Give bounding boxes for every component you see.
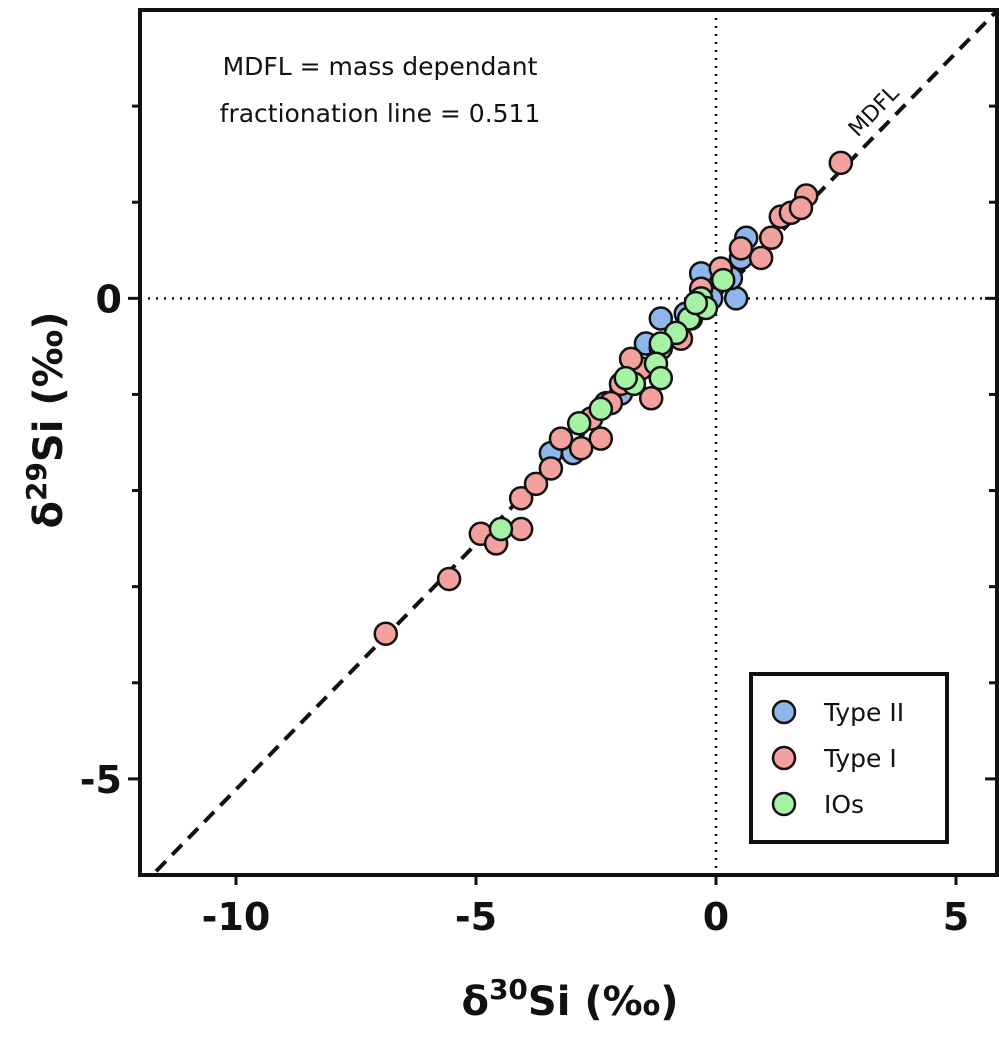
point bbox=[648, 331, 674, 356]
point bbox=[638, 386, 664, 411]
point bbox=[758, 225, 784, 251]
point bbox=[538, 456, 564, 481]
y-axis-label: δ29Si (‰) bbox=[20, 311, 72, 528]
annotation: fractionation line = 0.511 bbox=[220, 99, 541, 128]
point bbox=[648, 306, 674, 331]
frame bbox=[138, 8, 999, 877]
point bbox=[588, 426, 614, 451]
point bbox=[508, 516, 534, 542]
x-tick-label: -5 bbox=[455, 895, 497, 939]
legend-label: Type II bbox=[823, 698, 904, 727]
point bbox=[648, 365, 674, 391]
annotation: MDFL = mass dependant bbox=[223, 52, 538, 81]
x-label-part: Si (‰) bbox=[528, 979, 679, 1025]
plot-area bbox=[140, 10, 999, 875]
point bbox=[710, 267, 736, 293]
point bbox=[548, 426, 574, 451]
x-tick-label: 0 bbox=[703, 895, 729, 939]
x-label-part: δ bbox=[461, 979, 488, 1025]
y-label-part: Si (‰) bbox=[26, 311, 72, 462]
point bbox=[683, 290, 709, 316]
x-tick-label: -10 bbox=[202, 895, 271, 939]
point bbox=[373, 621, 399, 647]
point bbox=[613, 365, 639, 391]
point bbox=[588, 396, 614, 422]
point bbox=[828, 150, 854, 176]
x-axis-label: δ30Si (‰) bbox=[461, 973, 678, 1025]
point bbox=[566, 411, 592, 436]
y-tick-label: 0 bbox=[96, 277, 122, 321]
legend-marker bbox=[771, 699, 797, 725]
x-tick-label: 5 bbox=[943, 895, 969, 939]
point bbox=[728, 236, 754, 261]
y-label-part: 29 bbox=[20, 462, 53, 501]
legend-label: Type I bbox=[823, 744, 897, 773]
legend-label: IOs bbox=[824, 790, 864, 819]
point bbox=[748, 245, 774, 271]
point bbox=[508, 485, 534, 511]
x-label-part: 30 bbox=[489, 973, 528, 1006]
point bbox=[568, 436, 594, 461]
legend-marker bbox=[771, 791, 797, 817]
point bbox=[523, 471, 549, 497]
fit-line-label: MDFL bbox=[844, 80, 905, 142]
point bbox=[788, 195, 814, 221]
point bbox=[436, 566, 462, 592]
legend: Type II Type I IOs bbox=[749, 672, 949, 844]
legend-marker bbox=[771, 745, 797, 771]
y-label-part: δ bbox=[26, 501, 72, 528]
y-tick-label: -5 bbox=[80, 758, 122, 802]
point bbox=[488, 516, 514, 542]
